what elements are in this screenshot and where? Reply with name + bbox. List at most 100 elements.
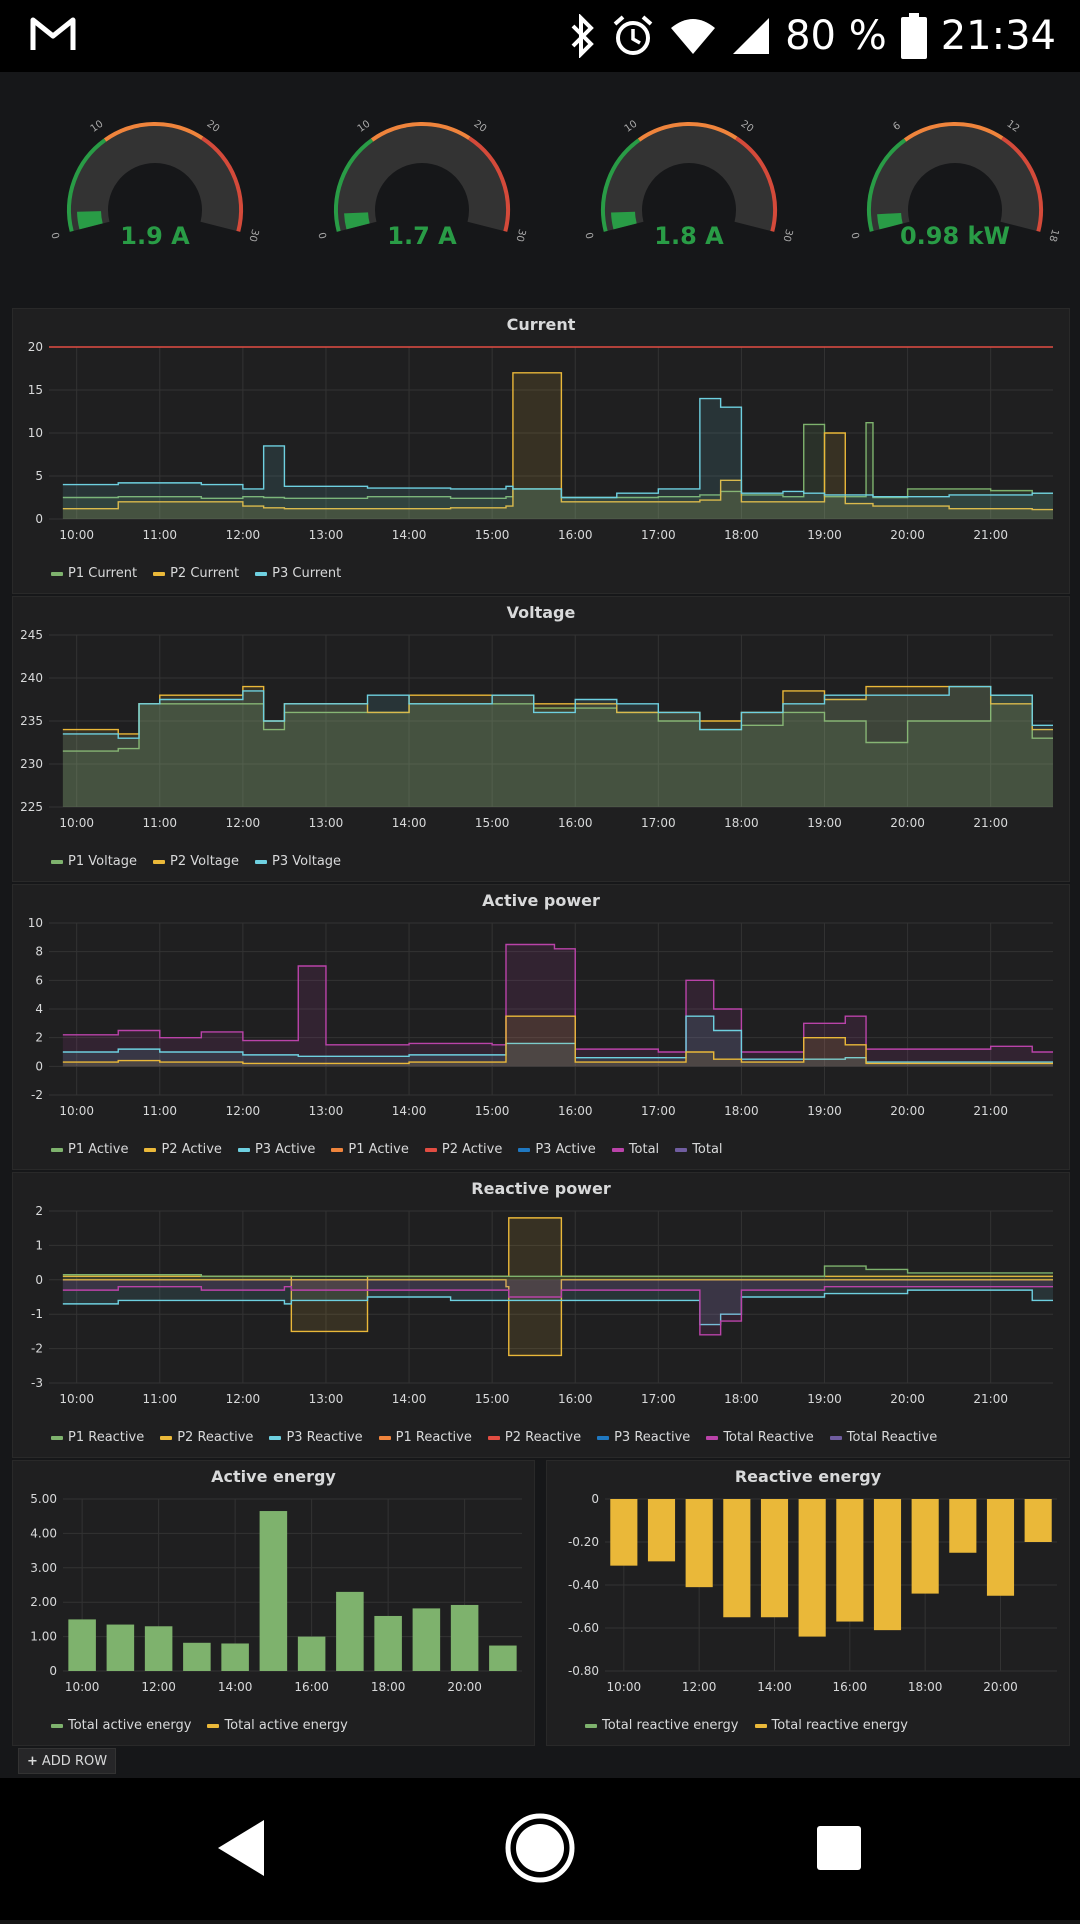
gauge-threshold-orange xyxy=(637,122,738,142)
panel-reactive-power[interactable]: Reactive power -3 -2 -1 0 1 2 10:00 11:00 12:00 1… xyxy=(12,1172,1070,1458)
legend-item[interactable]: P2 Voltage xyxy=(153,854,239,869)
home-button[interactable] xyxy=(505,1813,575,1883)
bar xyxy=(949,1499,977,1553)
legend-item[interactable]: P3 Active xyxy=(237,1142,316,1157)
bar xyxy=(873,1499,902,1631)
legend-swatch xyxy=(424,1147,437,1152)
legend-item[interactable]: Total xyxy=(675,1142,723,1157)
legend-label: P2 Active xyxy=(161,1142,222,1157)
y-tick-label: 10 xyxy=(28,916,43,930)
legend-item[interactable]: P1 Active xyxy=(331,1142,409,1157)
y-tick-label: 1.00 xyxy=(30,1630,57,1644)
gauge-fill xyxy=(611,211,637,230)
series-line xyxy=(62,1265,1053,1278)
x-tick-label: 21:00 xyxy=(973,1392,1008,1406)
legend-label: P3 Current xyxy=(272,566,342,581)
x-tick-label: 10:00 xyxy=(59,816,94,830)
back-button[interactable] xyxy=(218,1820,264,1876)
legend-label: Total reactive energy xyxy=(602,1718,739,1733)
legend-item[interactable]: Total active energy xyxy=(51,1718,191,1733)
bar xyxy=(450,1604,479,1671)
gauge-p1-current[interactable]: 0 10 20 30 1.9 A xyxy=(30,100,280,370)
gauge-value: 1.9 A xyxy=(120,222,190,250)
x-tick-label: 12:00 xyxy=(141,1680,176,1694)
legend-label: Total Reactive xyxy=(723,1430,814,1445)
legend-item[interactable]: P2 Reactive xyxy=(487,1430,582,1445)
gauge-tick-label: 0 xyxy=(318,231,330,240)
y-tick-label: 235 xyxy=(20,714,43,728)
gauge-tick-label: 10 xyxy=(356,119,373,135)
bar xyxy=(68,1619,96,1671)
legend-item[interactable]: P1 Reactive xyxy=(51,1430,144,1445)
legend-item[interactable]: P3 Voltage xyxy=(255,854,341,869)
legend-item[interactable]: Total reactive energy xyxy=(754,1718,908,1733)
panel-reactive-energy[interactable]: Reactive energy 0 -0.20 -0.40 -0.60 -0.80 10:… xyxy=(546,1460,1070,1746)
gauge-p2-current[interactable]: 0 10 20 30 1.7 A xyxy=(297,100,547,370)
legend-item[interactable]: P1 Current xyxy=(51,566,137,581)
x-tick-label: 12:00 xyxy=(226,1392,261,1406)
legend-item[interactable]: Total reactive energy xyxy=(585,1718,739,1733)
legend-item[interactable]: P2 Reactive xyxy=(160,1430,253,1445)
legend-item[interactable]: P2 Active xyxy=(144,1142,222,1157)
legend-item[interactable]: P1 Reactive xyxy=(378,1430,472,1445)
legend-item[interactable]: Total Reactive xyxy=(706,1430,814,1445)
gauge-total-power[interactable]: 0 6 12 18 0.98 kW xyxy=(830,100,1080,370)
recents-button[interactable] xyxy=(817,1826,861,1870)
status-bar: 80 % 21:34 xyxy=(0,0,1080,72)
y-tick-label: -2 xyxy=(31,1088,43,1102)
gauge-threshold-orange xyxy=(370,122,471,142)
gauge-threshold-orange xyxy=(903,122,1004,142)
legend-item[interactable]: P3 Active xyxy=(518,1142,596,1157)
legend: P1 Reactive P2 Reactive P3 Reactive P1 Reac… xyxy=(51,1430,937,1445)
legend-item[interactable]: P2 Active xyxy=(424,1142,502,1157)
x-tick-label: 14:00 xyxy=(392,528,427,542)
legend-label: P3 Active xyxy=(254,1142,316,1157)
panel-active-energy[interactable]: Active energy 0 1.00 2.00 3.00 4.00 5.00 10:00… xyxy=(12,1460,535,1746)
panel-title: Active energy xyxy=(211,1467,336,1486)
series-line xyxy=(62,1217,1053,1333)
legend-label: Total active energy xyxy=(224,1718,348,1733)
legend-swatch xyxy=(237,1147,250,1152)
panel-active-power[interactable]: Active power -2 0 2 4 6 8 10 10:00 11:00 12:00 13:… xyxy=(12,884,1070,1170)
y-tick-label: -0.80 xyxy=(568,1664,599,1678)
legend-item[interactable]: P1 Active xyxy=(51,1142,128,1157)
series-area xyxy=(62,686,1054,807)
gauge-background xyxy=(337,125,507,232)
legend-label: P1 Voltage xyxy=(68,854,138,869)
legend-label: P3 Reactive xyxy=(614,1430,691,1445)
plus-icon: + xyxy=(27,1753,38,1769)
battery-icon xyxy=(900,13,927,59)
legend-item[interactable]: Total Reactive xyxy=(829,1430,937,1445)
legend-item[interactable]: P2 Current xyxy=(153,566,239,581)
series-area xyxy=(62,1217,1054,1332)
signal-icon xyxy=(731,16,771,56)
y-tick-label: 2 xyxy=(35,1204,43,1218)
x-tick-label: 14:00 xyxy=(392,1392,427,1406)
panel-current[interactable]: Current 0 5 10 15 20 10:00 11:00 12:00 13:00 14:0… xyxy=(12,308,1070,594)
add-row-label: ADD ROW xyxy=(41,1753,108,1769)
legend-label: P2 Reactive xyxy=(504,1430,582,1445)
y-tick-label: 0 xyxy=(591,1492,599,1506)
gauge-tick-label: 18 xyxy=(1046,228,1060,243)
legend-swatch xyxy=(153,859,166,864)
legend-item[interactable]: Total active energy xyxy=(207,1718,348,1733)
legend: Total reactive energy Total reactive ener… xyxy=(585,1718,908,1733)
legend-item[interactable]: P3 Current xyxy=(255,566,341,581)
bar xyxy=(106,1624,135,1671)
legend-item[interactable]: P1 Voltage xyxy=(51,854,137,869)
gauge-p3-current[interactable]: 0 10 20 30 1.8 A xyxy=(564,100,814,370)
legend-item[interactable]: P3 Reactive xyxy=(597,1430,690,1445)
x-tick-label: 13:00 xyxy=(309,1392,344,1406)
legend-swatch xyxy=(153,571,166,576)
legend-swatch xyxy=(597,1435,610,1440)
panel-voltage[interactable]: Voltage 225 230 235 240 245 10:00 11:00 12:00 13… xyxy=(12,596,1070,882)
gauge-tick-label: 20 xyxy=(739,119,756,135)
series-line xyxy=(62,943,1053,1053)
legend-item[interactable]: P3 Reactive xyxy=(269,1430,363,1445)
legend-swatch xyxy=(518,1147,531,1152)
y-tick-label: 8 xyxy=(35,945,43,959)
add-row-button[interactable]: + ADD ROW xyxy=(18,1748,117,1774)
legend-item[interactable]: Total xyxy=(611,1142,659,1157)
legend-label: P2 Reactive xyxy=(177,1430,254,1445)
legend-swatch xyxy=(51,1147,63,1152)
